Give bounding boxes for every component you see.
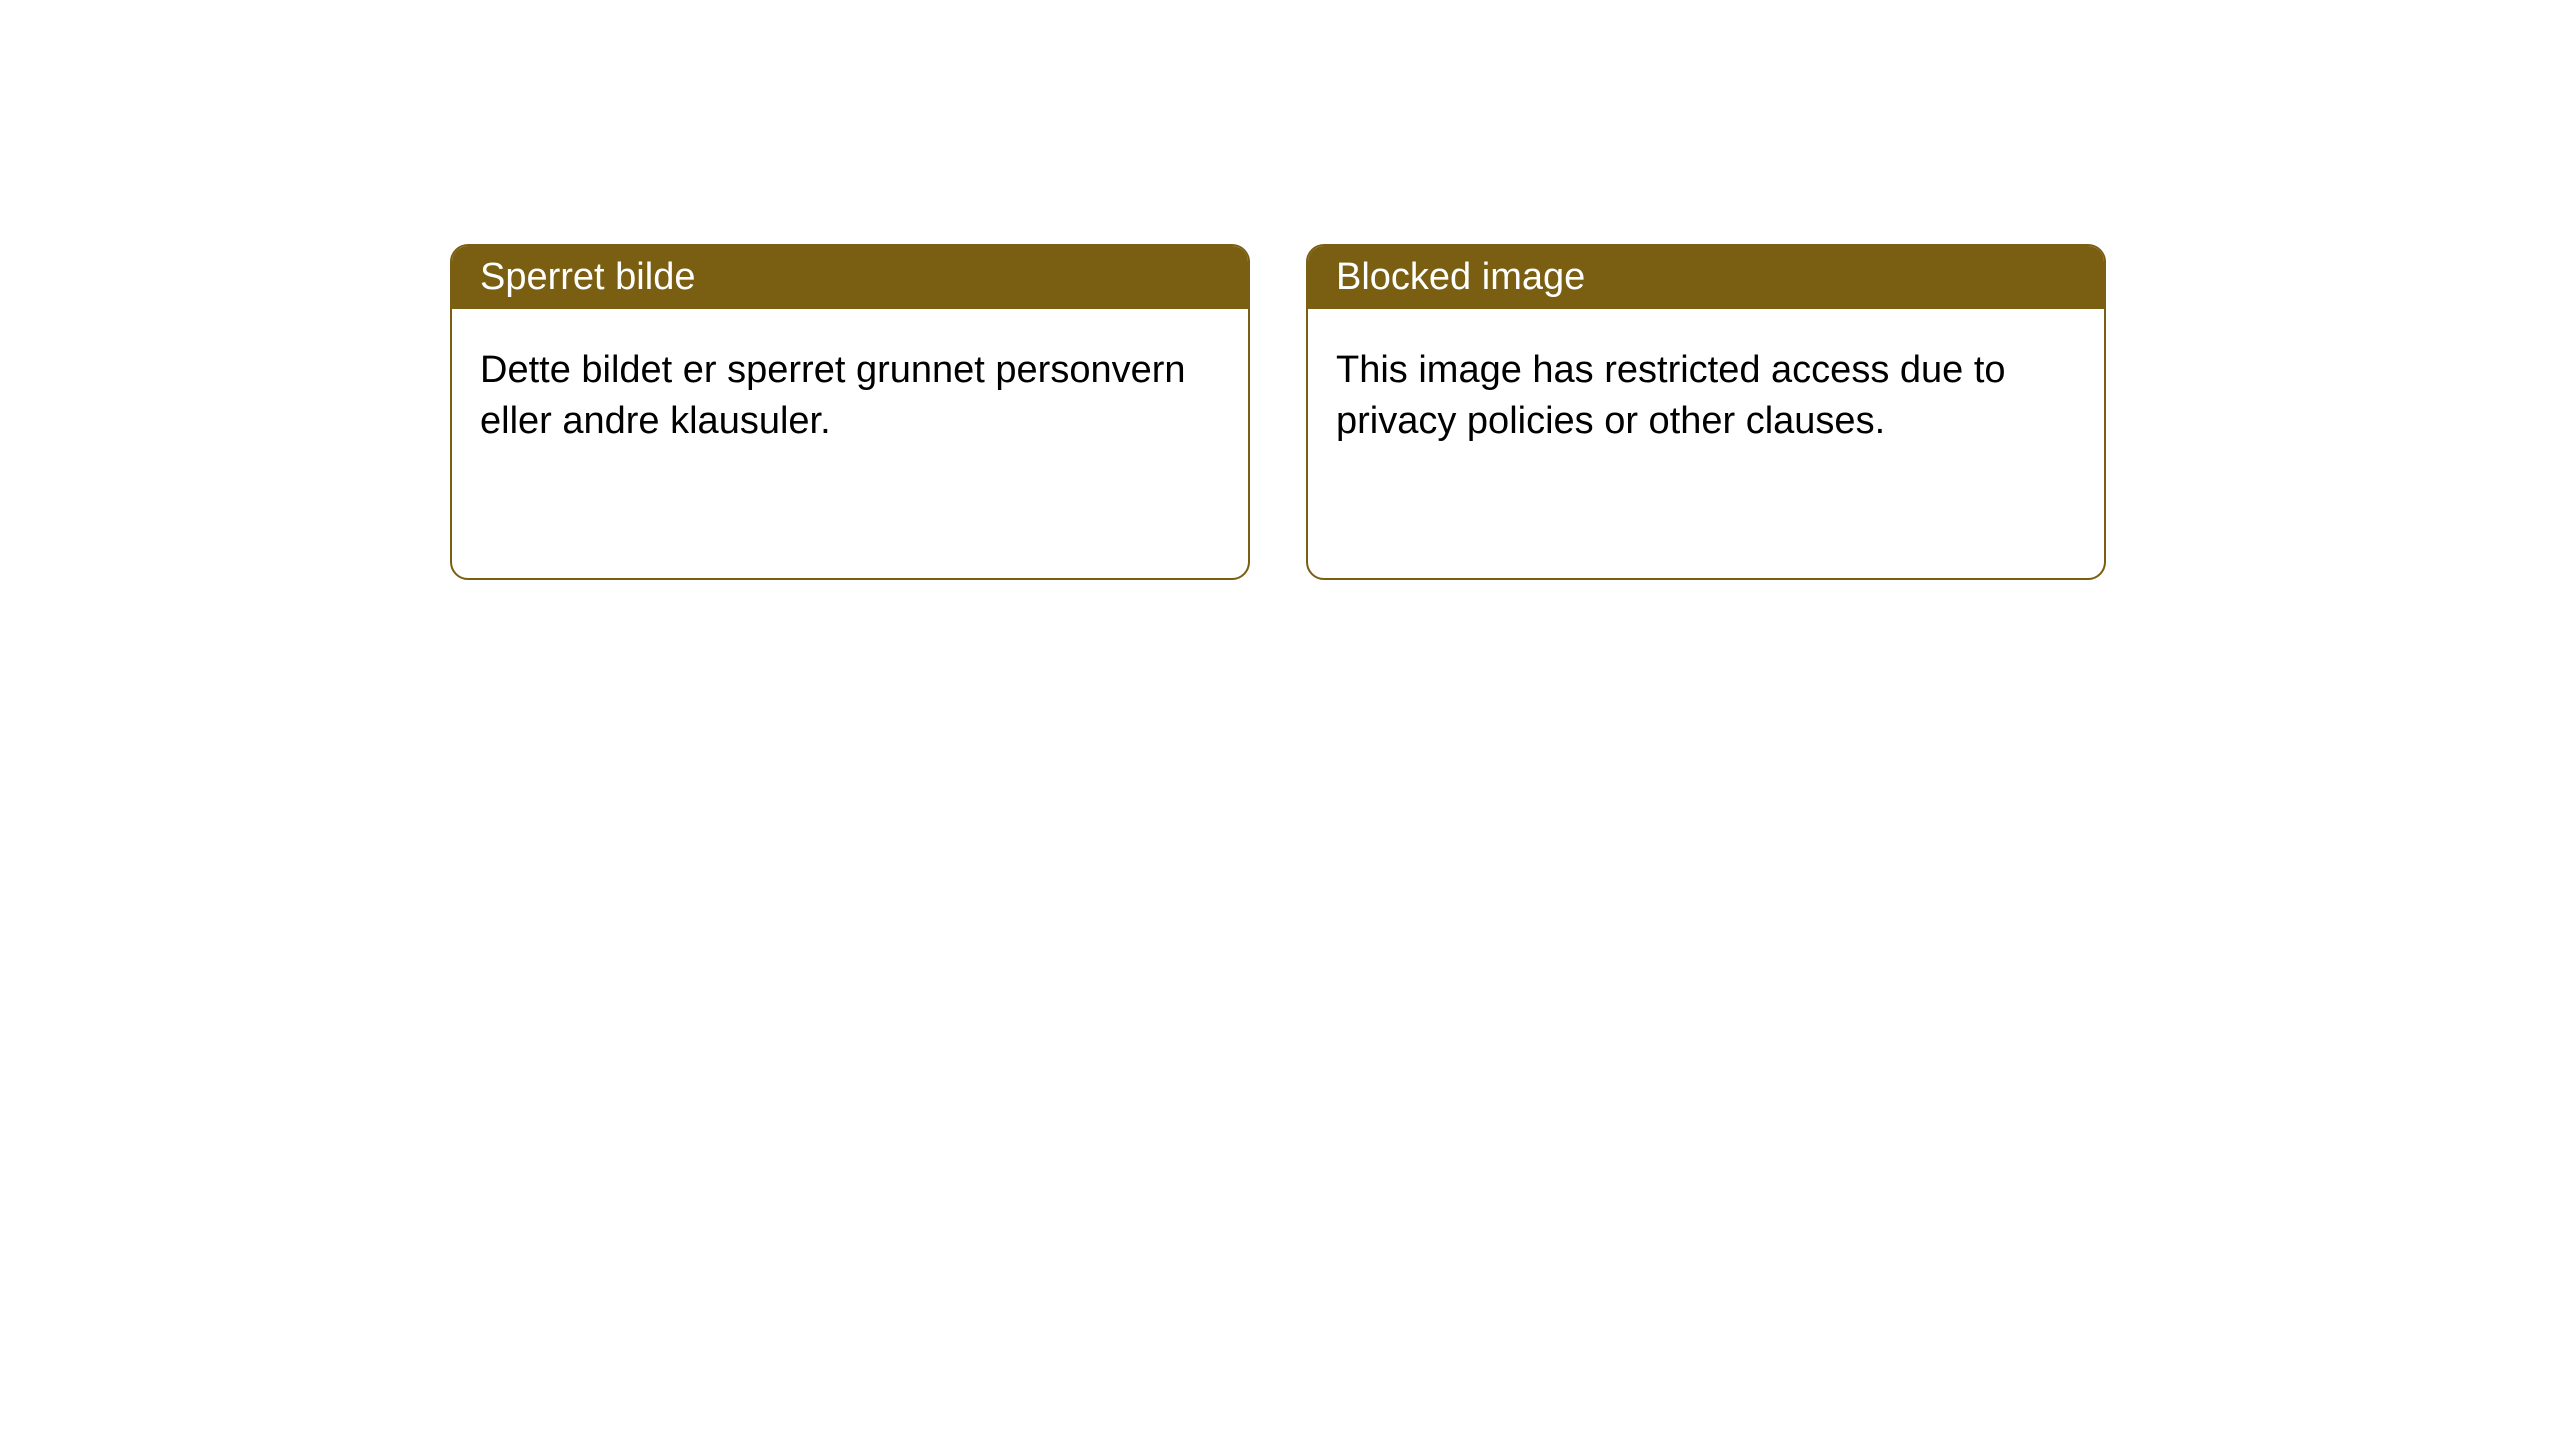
notice-container: Sperret bilde Dette bildet er sperret gr…	[0, 0, 2560, 580]
card-body: Dette bildet er sperret grunnet personve…	[452, 309, 1248, 484]
card-body: This image has restricted access due to …	[1308, 309, 2104, 484]
card-title: Sperret bilde	[480, 256, 695, 298]
card-title: Blocked image	[1336, 256, 1585, 298]
card-header: Sperret bilde	[452, 246, 1248, 309]
blocked-image-card-no: Sperret bilde Dette bildet er sperret gr…	[450, 244, 1250, 580]
card-header: Blocked image	[1308, 246, 2104, 309]
card-body-text: This image has restricted access due to …	[1336, 349, 2006, 442]
card-body-text: Dette bildet er sperret grunnet personve…	[480, 349, 1186, 442]
blocked-image-card-en: Blocked image This image has restricted …	[1306, 244, 2106, 580]
